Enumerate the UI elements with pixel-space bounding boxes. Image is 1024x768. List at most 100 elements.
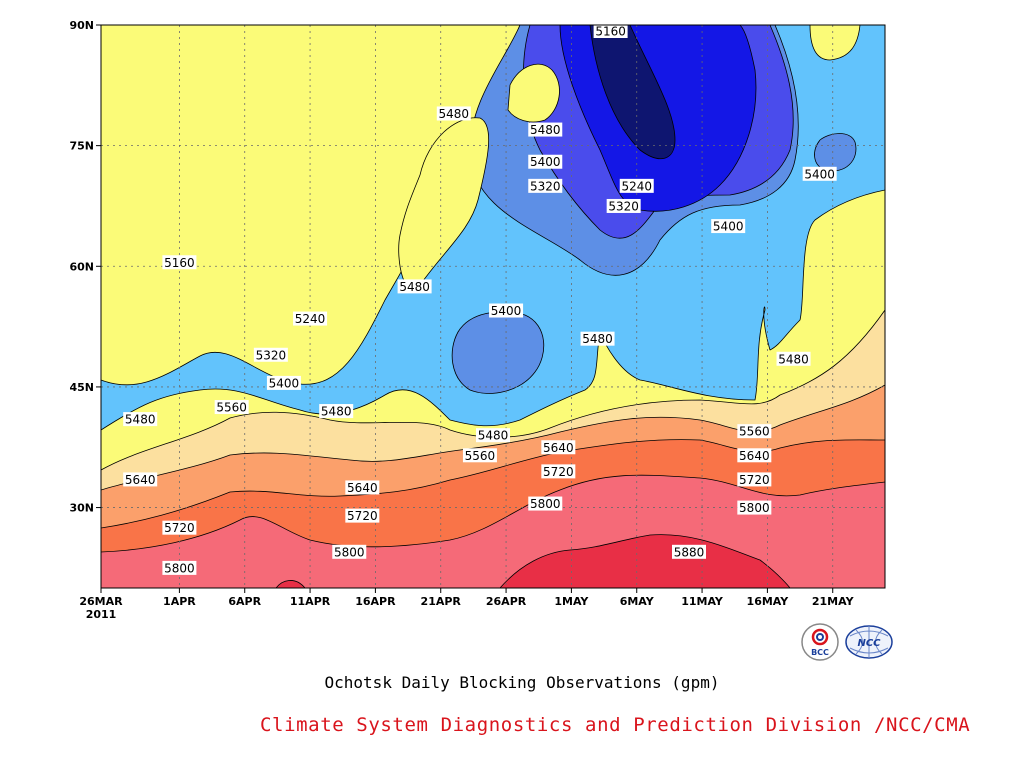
contour-region (809, 25, 861, 61)
svg-text:5320: 5320 (256, 348, 287, 362)
svg-text:5160: 5160 (595, 25, 626, 39)
svg-text:5800: 5800 (739, 501, 770, 515)
contour-label: 5480 (319, 404, 354, 419)
svg-text:5400: 5400 (804, 167, 835, 181)
svg-text:5720: 5720 (739, 473, 770, 487)
svg-text:5480: 5480 (478, 429, 509, 443)
contour-label: 5800 (162, 560, 197, 575)
contour-label: 5720 (737, 472, 772, 487)
svg-text:5400: 5400 (491, 304, 522, 318)
svg-text:5320: 5320 (608, 199, 639, 213)
contour-label: 5240 (293, 311, 328, 326)
contour-label: 5400 (528, 154, 563, 169)
contour-label: 5800 (332, 544, 367, 559)
contour-label: 5800 (737, 500, 772, 515)
contour-label: 5240 (619, 178, 654, 193)
svg-text:BCC: BCC (811, 648, 829, 657)
svg-text:5480: 5480 (439, 107, 470, 121)
svg-text:5400: 5400 (269, 376, 300, 390)
svg-text:5640: 5640 (125, 473, 156, 487)
contour-label: 5880 (672, 544, 706, 559)
contour-label: 5480 (397, 279, 432, 294)
contour-label: 5400 (266, 375, 301, 390)
svg-text:5720: 5720 (543, 465, 574, 479)
x-tick-label: 26MAR (79, 595, 123, 608)
svg-text:5480: 5480 (125, 413, 156, 427)
contour-label: 5640 (123, 472, 158, 487)
contour-label: 5160 (162, 255, 197, 270)
chart-title: Ochotsk Daily Blocking Observations (gpm… (324, 673, 720, 692)
contour-region (814, 133, 857, 172)
svg-text:5480: 5480 (778, 352, 809, 366)
contour-label: 5560 (737, 424, 772, 439)
x-tick-label: 1APR (163, 595, 196, 608)
contour-label: 5640 (737, 448, 772, 463)
credit-line: Climate System Diagnostics and Predictio… (260, 714, 971, 736)
contour-label: 5480 (476, 428, 510, 443)
svg-text:5640: 5640 (739, 449, 770, 463)
bcc-logo: BCC (801, 623, 839, 661)
svg-text:5320: 5320 (530, 179, 561, 193)
svg-text:5720: 5720 (347, 509, 378, 523)
ncc-logo: NCC (845, 625, 893, 659)
contour-label: 5480 (123, 412, 158, 427)
svg-text:5480: 5480 (399, 280, 430, 294)
contour-label: 5720 (345, 508, 380, 523)
y-tick-label: 90N (69, 19, 94, 32)
x-tick-label: 16APR (355, 595, 396, 608)
contour-label: 5480 (528, 122, 563, 137)
contour-label: 5800 (528, 496, 563, 511)
svg-text:5160: 5160 (164, 256, 195, 270)
svg-text:5800: 5800 (164, 561, 195, 575)
x-tick-label: 21APR (421, 595, 462, 608)
contour-label: 5560 (214, 400, 249, 415)
y-tick-label: 30N (69, 502, 94, 515)
svg-text:5400: 5400 (530, 155, 561, 169)
svg-text:5720: 5720 (164, 521, 195, 535)
svg-text:5560: 5560 (465, 449, 496, 463)
x-tick-label: 1MAY (554, 595, 589, 608)
contour-region (507, 63, 560, 123)
contour-label: 5400 (711, 219, 746, 234)
contour-label: 5400 (489, 303, 524, 318)
svg-text:5560: 5560 (216, 401, 247, 415)
svg-text:NCC: NCC (857, 638, 881, 649)
svg-text:5640: 5640 (543, 441, 574, 455)
svg-text:5480: 5480 (530, 123, 561, 137)
y-tick-label: 45N (69, 381, 94, 394)
y-tick-label: 60N (69, 260, 94, 273)
contour-label: 5160 (593, 24, 628, 39)
contour-label: 5400 (802, 166, 837, 181)
svg-text:5640: 5640 (347, 481, 378, 495)
y-tick-label: 75N (69, 140, 94, 153)
svg-text:5240: 5240 (621, 179, 652, 193)
contour-region (499, 534, 791, 588)
contour-region (398, 117, 490, 291)
svg-text:5560: 5560 (739, 425, 770, 439)
svg-text:5240: 5240 (295, 312, 326, 326)
contour-label: 5480 (580, 331, 615, 346)
plot-frame (100, 24, 886, 589)
svg-text:5480: 5480 (582, 332, 613, 346)
contour-label: 5320 (528, 178, 563, 193)
x-tick-label: 11APR (290, 595, 331, 608)
contour-label: 5560 (462, 448, 497, 463)
contour-label: 5320 (253, 347, 288, 362)
axes: 26MAR 1APR 6APR 11APR 16APR 21APR 26APR 1MAY 6MA… (69, 19, 854, 621)
contour-labels: 5160 5160 5240 5240 5320 5320 5320 5400 5400 5400… (123, 24, 837, 575)
x-tick-label: 16MAY (747, 595, 790, 608)
svg-text:5400: 5400 (713, 220, 744, 234)
svg-text:5880: 5880 (674, 545, 705, 559)
contour-label: 5320 (606, 198, 641, 213)
x-tick-label: 21MAY (812, 595, 855, 608)
svg-text:5800: 5800 (530, 497, 561, 511)
contour-region (589, 25, 676, 160)
svg-text:5480: 5480 (321, 405, 352, 419)
contour-label: 5720 (162, 520, 197, 535)
x-tick-label: 26APR (486, 595, 527, 608)
contour-label: 5640 (541, 440, 576, 455)
contour-label: 5480 (776, 351, 811, 366)
x-tick-label: 6APR (228, 595, 261, 608)
contour-label: 5640 (345, 480, 380, 495)
